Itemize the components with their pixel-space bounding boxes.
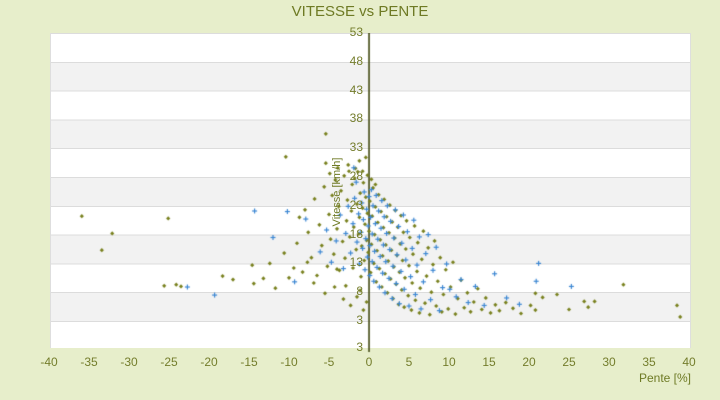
chart-title: VITESSE vs PENTE bbox=[291, 3, 429, 20]
y-axis-bottom-edge-label: 3 bbox=[356, 340, 363, 354]
x-tick-label: -30 bbox=[120, 355, 138, 369]
x-axis-title: Pente [%] bbox=[638, 371, 691, 385]
x-tick-label: -15 bbox=[240, 355, 258, 369]
y-tick-label: 33 bbox=[349, 140, 363, 155]
x-tick-label: -35 bbox=[80, 355, 98, 369]
y-tick-label: 13 bbox=[349, 255, 363, 270]
y-tick-label: 43 bbox=[349, 82, 363, 97]
x-tick-label: 10 bbox=[442, 355, 456, 369]
x-tick-label: 25 bbox=[562, 355, 576, 369]
x-tick-label: -40 bbox=[40, 355, 58, 369]
y-tick-label: 38 bbox=[349, 111, 363, 126]
scatter-canvas bbox=[50, 33, 691, 355]
plot-area bbox=[50, 33, 691, 355]
x-tick-label: -5 bbox=[323, 355, 335, 369]
y-tick-label: 8 bbox=[356, 284, 363, 299]
x-tick-label: -20 bbox=[200, 355, 218, 369]
x-tick-label: 30 bbox=[602, 355, 616, 369]
y-tick-label: 48 bbox=[349, 53, 363, 68]
y-tick-label: 3 bbox=[356, 313, 363, 327]
y-tick-label: 23 bbox=[349, 197, 363, 212]
y-tick-label: 18 bbox=[349, 226, 363, 241]
x-tick-label: 5 bbox=[405, 355, 413, 369]
y-tick-label: 53 bbox=[349, 25, 363, 39]
x-tick-label: 40 bbox=[682, 355, 696, 369]
x-tick-label: 20 bbox=[522, 355, 536, 369]
x-tick-label: 0 bbox=[365, 355, 373, 369]
y-tick-label: 28 bbox=[349, 169, 363, 183]
x-tick-label: 15 bbox=[482, 355, 496, 369]
x-tick-label: -25 bbox=[160, 355, 178, 369]
x-tick-label: 35 bbox=[642, 355, 656, 369]
x-tick-label: -10 bbox=[280, 355, 298, 369]
y-axis-title: Vitesse [km/h] bbox=[331, 157, 343, 227]
